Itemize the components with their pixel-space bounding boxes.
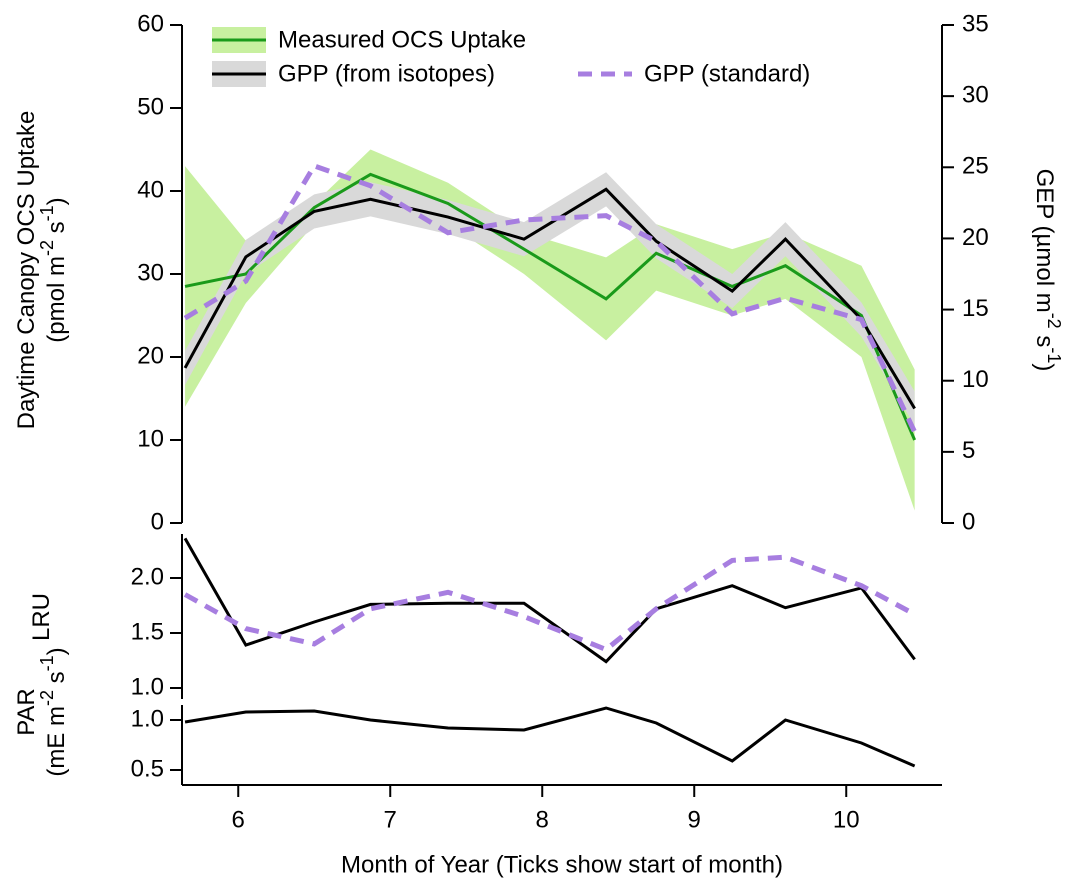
- label-part: s: [43, 671, 70, 690]
- superscript: -2: [37, 690, 57, 706]
- y2-tick-label: 5: [962, 437, 975, 464]
- label-part: s: [1031, 329, 1058, 348]
- axis-label: PAR: [13, 688, 40, 736]
- label-part: s: [43, 221, 70, 240]
- superscript: -1: [37, 205, 57, 221]
- legend-label: Measured OCS Uptake: [278, 26, 526, 53]
- x-tick-label: 10: [833, 806, 860, 833]
- y-tick-label: 0.5: [131, 755, 164, 782]
- y2-tick-label: 10: [962, 366, 989, 393]
- label-part: Daytime Canopy OCS Uptake: [13, 111, 40, 430]
- y-tick-label: 10: [137, 425, 164, 452]
- y-tick-label: 30: [137, 259, 164, 286]
- y-tick-label: 1.0: [131, 673, 164, 700]
- y-tick-label: 20: [137, 342, 164, 369]
- axis-label: LRU: [28, 593, 55, 641]
- data-line: [183, 187, 916, 410]
- axis-label: Daytime Canopy OCS Uptake: [13, 111, 40, 430]
- y2-tick-label: 15: [962, 295, 989, 322]
- y-tick-label: 40: [137, 176, 164, 203]
- label-part: ): [43, 647, 70, 655]
- axis-label: (mE m-2 s-1): [37, 647, 71, 776]
- y-tick-label: 2.0: [131, 563, 164, 590]
- x-tick-label: 6: [232, 806, 245, 833]
- label-part: LRU: [28, 593, 55, 641]
- superscript: -1: [37, 655, 57, 671]
- label-part: (pmol m: [43, 256, 70, 343]
- label-part: PAR: [13, 688, 40, 736]
- label-part: GEP (µmol m: [1031, 169, 1058, 313]
- label-part: (mE m: [43, 706, 70, 777]
- y-tick-label: 60: [137, 10, 164, 37]
- y2-tick-label: 25: [962, 153, 989, 180]
- y2-tick-label: 30: [962, 81, 989, 108]
- x-tick-label: 7: [384, 806, 397, 833]
- data-line: [183, 554, 916, 653]
- axis-label: GEP (µmol m-2 s-1): [1031, 169, 1065, 372]
- superscript: -1: [1044, 347, 1064, 363]
- y-tick-label: 1.5: [131, 618, 164, 645]
- label-part: ): [1031, 363, 1058, 371]
- y2-tick-label: 20: [962, 224, 989, 251]
- superscript: -2: [1044, 313, 1064, 329]
- data-line: [183, 162, 917, 434]
- x-tick-label: 9: [688, 806, 701, 833]
- superscript: -2: [37, 240, 57, 256]
- y-tick-label: 0: [151, 508, 164, 535]
- x-axis-label: Month of Year (Ticks show start of month…: [341, 851, 783, 878]
- y2-tick-label: 0: [962, 508, 975, 535]
- y2-tick-label: 35: [962, 10, 989, 37]
- y-tick-label: 1.0: [131, 705, 164, 732]
- legend-label: GPP (from isotopes): [278, 60, 495, 87]
- y-tick-label: 50: [137, 93, 164, 120]
- data-line: [183, 537, 916, 664]
- axis-label: (pmol m-2 s-1): [37, 197, 71, 342]
- x-tick-label: 8: [536, 806, 549, 833]
- legend-label: GPP (standard): [644, 60, 810, 87]
- data-line: [184, 706, 916, 768]
- label-part: ): [43, 197, 70, 205]
